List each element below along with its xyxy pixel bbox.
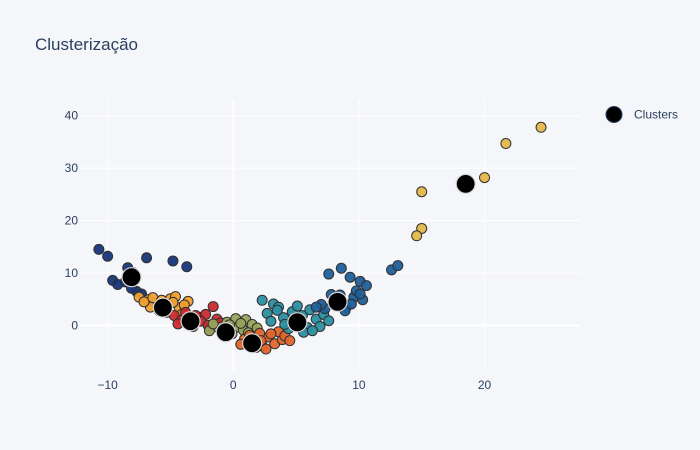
data-point-cluster-7 xyxy=(479,172,491,184)
data-point-cluster-0 xyxy=(167,255,179,267)
data-point-cluster-6 xyxy=(344,271,356,283)
y-tick-label: 20 xyxy=(65,214,79,228)
data-point-cluster-6 xyxy=(392,260,404,272)
data-point-cluster-7 xyxy=(416,186,428,198)
cluster-centroid xyxy=(215,322,236,343)
data-point-cluster-5 xyxy=(323,315,335,327)
data-point-cluster-6 xyxy=(354,288,366,300)
data-point-cluster-7 xyxy=(500,138,512,150)
cluster-centroid xyxy=(455,173,476,194)
data-point-cluster-0 xyxy=(181,261,193,273)
legend[interactable]: Clusters xyxy=(605,106,678,123)
x-tick-label: −10 xyxy=(97,378,118,392)
data-point-cluster-2 xyxy=(207,301,219,313)
data-point-cluster-0 xyxy=(93,243,105,255)
data-point-cluster-3 xyxy=(207,318,219,330)
data-point-cluster-4 xyxy=(284,335,296,347)
x-tick-label: 0 xyxy=(230,378,237,392)
legend-label-clusters[interactable]: Clusters xyxy=(634,108,678,122)
x-tick-label: 20 xyxy=(478,378,492,392)
y-tick-label: 40 xyxy=(65,109,79,123)
data-point-cluster-5 xyxy=(291,300,303,312)
y-tick-label: 30 xyxy=(65,161,79,175)
data-point-cluster-0 xyxy=(141,252,153,264)
data-point-cluster-6 xyxy=(345,298,357,310)
data-point-cluster-7 xyxy=(535,121,547,133)
data-point-cluster-5 xyxy=(306,325,318,337)
centroid-layer xyxy=(121,173,476,354)
data-point-cluster-4 xyxy=(265,328,277,340)
y-tick-label: 10 xyxy=(65,266,79,280)
data-point-cluster-3 xyxy=(235,317,247,329)
points-layer xyxy=(93,121,547,355)
data-point-cluster-6 xyxy=(323,268,335,280)
cluster-centroid xyxy=(287,312,308,333)
chart-title: Clusterização xyxy=(35,35,138,54)
data-point-cluster-0 xyxy=(102,250,114,262)
data-point-cluster-6 xyxy=(360,280,372,292)
cluster-centroid xyxy=(121,267,142,288)
cluster-centroid xyxy=(242,333,263,354)
cluster-centroid xyxy=(152,297,174,318)
data-point-cluster-5 xyxy=(265,315,277,327)
data-point-cluster-6 xyxy=(335,262,347,274)
data-point-cluster-5 xyxy=(271,304,283,316)
data-point-cluster-6 xyxy=(310,301,322,313)
axis-layer: −10 0 10 20 0 10 20 30 40 xyxy=(65,109,492,392)
data-point-cluster-5 xyxy=(256,294,268,306)
x-tick-label: 10 xyxy=(352,378,366,392)
legend-marker-clusters[interactable] xyxy=(605,106,623,123)
cluster-centroid xyxy=(180,311,201,332)
y-tick-label: 0 xyxy=(71,318,78,332)
data-point-cluster-1 xyxy=(138,296,150,308)
data-point-cluster-7 xyxy=(411,230,423,242)
cluster-centroid xyxy=(327,291,348,312)
